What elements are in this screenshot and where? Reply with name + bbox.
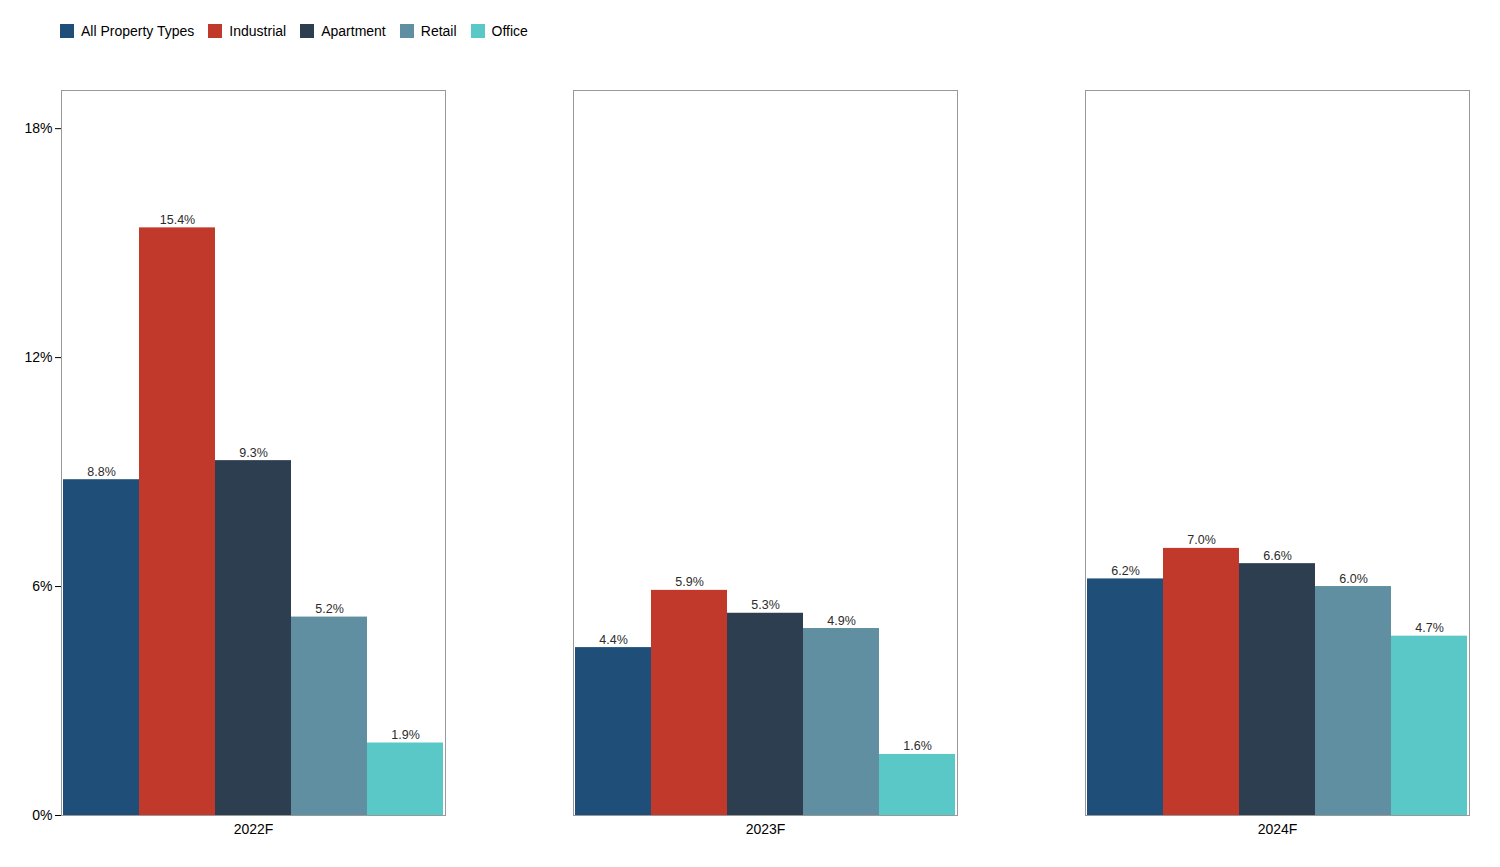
svg-text:2022F: 2022F	[234, 821, 274, 837]
svg-text:5.9%: 5.9%	[675, 575, 704, 589]
html-text:Apartment: Apartment	[321, 22, 386, 39]
html-text:All Property Types: All Property Types	[81, 22, 195, 39]
svg-text:8.8%: 8.8%	[87, 465, 116, 479]
html-text:Industrial: Industrial	[229, 22, 287, 39]
svg-text:1.9%: 1.9%	[391, 728, 420, 742]
svg-text:4.9%: 4.9%	[827, 614, 856, 628]
html-text:Office: Office	[491, 22, 528, 39]
svg-text:4.4%: 4.4%	[599, 633, 628, 647]
svg-text:0%: 0%	[32, 807, 52, 823]
svg-text:5.2%: 5.2%	[315, 602, 344, 616]
svg-text:12%: 12%	[24, 349, 52, 365]
svg-text:2024F: 2024F	[1258, 821, 1298, 837]
html-text:Retail: Retail	[420, 22, 457, 39]
svg-text:15.4%: 15.4%	[160, 213, 195, 227]
svg-text:6.0%: 6.0%	[1339, 572, 1368, 586]
svg-text:9.3%: 9.3%	[239, 446, 268, 460]
svg-text:1.6%: 1.6%	[903, 739, 932, 753]
svg-text:6%: 6%	[32, 578, 52, 594]
svg-text:6.6%: 6.6%	[1263, 549, 1292, 563]
svg-text:2023F: 2023F	[746, 821, 786, 837]
svg-text:6.2%: 6.2%	[1111, 564, 1140, 578]
svg-text:7.0%: 7.0%	[1187, 533, 1216, 547]
svg-text:4.7%: 4.7%	[1415, 621, 1444, 635]
svg-text:5.3%: 5.3%	[751, 598, 780, 612]
svg-text:18%: 18%	[24, 120, 52, 136]
